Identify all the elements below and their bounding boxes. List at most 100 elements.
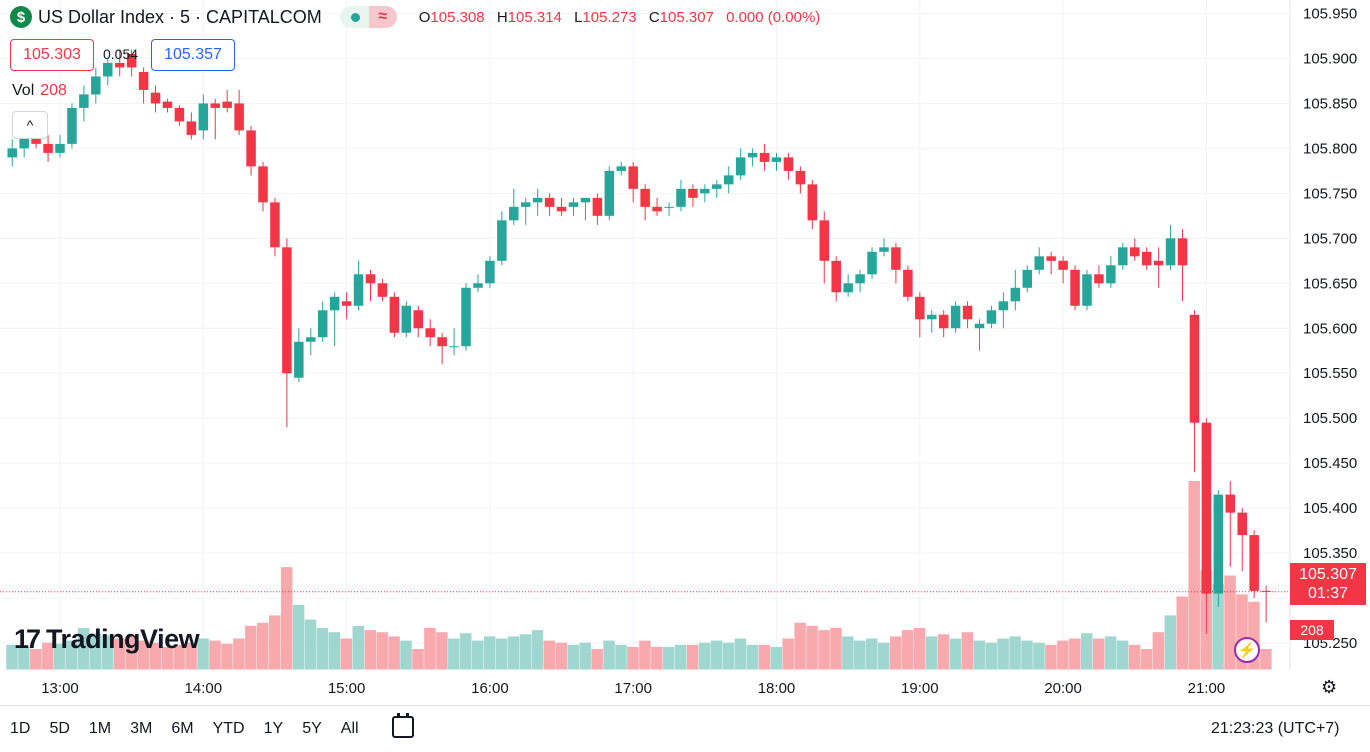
candle-body[interactable]	[329, 296, 340, 311]
candle-body[interactable]	[294, 341, 304, 378]
candle-body[interactable]	[174, 107, 185, 122]
candle-body[interactable]	[91, 76, 101, 95]
candle-body[interactable]	[210, 103, 220, 108]
candle-body[interactable]	[915, 296, 925, 320]
candle-body[interactable]	[1141, 251, 1152, 266]
candle-body[interactable]	[114, 62, 125, 68]
candle-body[interactable]	[1165, 238, 1176, 266]
candle-body[interactable]	[437, 337, 447, 347]
candle-body[interactable]	[795, 170, 806, 185]
candle-body[interactable]	[509, 206, 519, 221]
candle-body[interactable]	[377, 283, 388, 297]
candle-body[interactable]	[855, 274, 865, 284]
candle-body[interactable]	[1130, 247, 1140, 257]
candle-body[interactable]	[950, 305, 961, 329]
candle-body[interactable]	[831, 260, 841, 293]
candle-body[interactable]	[234, 103, 244, 131]
candle-body[interactable]	[150, 92, 161, 104]
candle-body[interactable]	[556, 206, 567, 212]
candle-body[interactable]	[592, 197, 603, 216]
candle-body[interactable]	[771, 157, 782, 162]
candle-body[interactable]	[365, 274, 376, 284]
candle-body[interactable]	[103, 62, 113, 77]
timezone-clock[interactable]: 21:23:23 (UTC+7)	[1211, 720, 1340, 737]
tradingview-logo[interactable]: 17 TradingView	[14, 624, 200, 655]
collapse-legend-button[interactable]: ^	[12, 111, 48, 139]
candle-body[interactable]	[580, 197, 591, 203]
candle-body[interactable]	[19, 134, 29, 149]
range-ytd-button[interactable]: YTD	[212, 720, 245, 737]
candle-body[interactable]	[819, 220, 830, 261]
candle-body[interactable]	[974, 323, 985, 329]
candle-body[interactable]	[1010, 287, 1021, 302]
candle-body[interactable]	[67, 107, 77, 144]
candle-body[interactable]	[389, 296, 400, 333]
candle-body[interactable]	[986, 310, 997, 324]
range-all-button[interactable]: All	[340, 720, 359, 737]
candle-body[interactable]	[544, 197, 555, 207]
candle-body[interactable]	[604, 170, 615, 216]
candle-body[interactable]	[270, 202, 280, 248]
buy-price-button[interactable]: 105.357	[151, 39, 235, 71]
candle-body[interactable]	[1177, 238, 1188, 266]
candle-body[interactable]	[903, 269, 913, 297]
lightning-icon[interactable]: ⚡	[1234, 637, 1260, 663]
range-5d-button[interactable]: 5D	[49, 720, 70, 737]
candle-body[interactable]	[652, 206, 662, 212]
candle-body[interactable]	[532, 197, 543, 203]
candle-body[interactable]	[926, 314, 937, 320]
candle-body[interactable]	[1046, 256, 1056, 261]
symbol-title[interactable]: US Dollar Index · 5 · CAPITALCOM	[38, 6, 322, 27]
candle-body[interactable]	[891, 247, 901, 270]
candle-body[interactable]	[712, 184, 722, 189]
range-3m-button[interactable]: 3M	[130, 720, 153, 737]
sell-price-button[interactable]: 105.303	[10, 39, 94, 71]
candle-body[interactable]	[126, 53, 137, 68]
candle-body[interactable]	[723, 175, 734, 185]
candle-body[interactable]	[759, 152, 770, 162]
candle-body[interactable]	[1118, 247, 1128, 266]
candle-body[interactable]	[962, 305, 973, 320]
candle-body[interactable]	[222, 101, 232, 108]
candle-body[interactable]	[640, 188, 650, 207]
candle-body[interactable]	[473, 283, 483, 288]
candle-body[interactable]	[520, 202, 531, 207]
candle-body[interactable]	[485, 260, 495, 284]
candle-body[interactable]	[807, 184, 818, 221]
candle-body[interactable]	[246, 130, 256, 167]
candle-body[interactable]	[79, 94, 89, 108]
candle-body[interactable]	[879, 247, 889, 252]
candle-body[interactable]	[1070, 269, 1080, 306]
candle-body[interactable]	[1022, 269, 1033, 288]
candle-body[interactable]	[425, 328, 435, 338]
candle-body[interactable]	[1225, 494, 1236, 513]
candle-body[interactable]	[1189, 314, 1200, 423]
candle-body[interactable]	[341, 301, 352, 306]
range-1m-button[interactable]: 1M	[88, 720, 112, 737]
candle-body[interactable]	[735, 157, 746, 176]
candle-body[interactable]	[449, 346, 459, 348]
candle-body[interactable]	[55, 143, 65, 153]
candle-body[interactable]	[198, 103, 209, 131]
candle-body[interactable]	[138, 71, 149, 90]
candle-body[interactable]	[1082, 274, 1092, 306]
candle-body[interactable]	[843, 283, 853, 293]
candle-body[interactable]	[1034, 256, 1044, 270]
candle-body[interactable]	[568, 202, 579, 207]
candle-body[interactable]	[413, 310, 424, 329]
chart-settings-gear-icon[interactable]: ⚙	[1321, 677, 1338, 697]
candle-body[interactable]	[676, 188, 686, 207]
candle-body[interactable]	[688, 188, 698, 198]
candle-body[interactable]	[783, 157, 794, 171]
candle-body[interactable]	[461, 287, 471, 347]
candle-body[interactable]	[1213, 494, 1224, 594]
candle-body[interactable]	[497, 220, 507, 261]
candle-body[interactable]	[7, 148, 17, 158]
candle-body[interactable]	[1249, 535, 1259, 591]
candle-body[interactable]	[628, 166, 638, 189]
candle-body[interactable]	[1153, 260, 1164, 266]
candle-body[interactable]	[353, 274, 364, 306]
candle-body[interactable]	[317, 310, 328, 338]
range-5y-button[interactable]: 5Y	[302, 720, 322, 737]
candle-body[interactable]	[616, 166, 627, 171]
